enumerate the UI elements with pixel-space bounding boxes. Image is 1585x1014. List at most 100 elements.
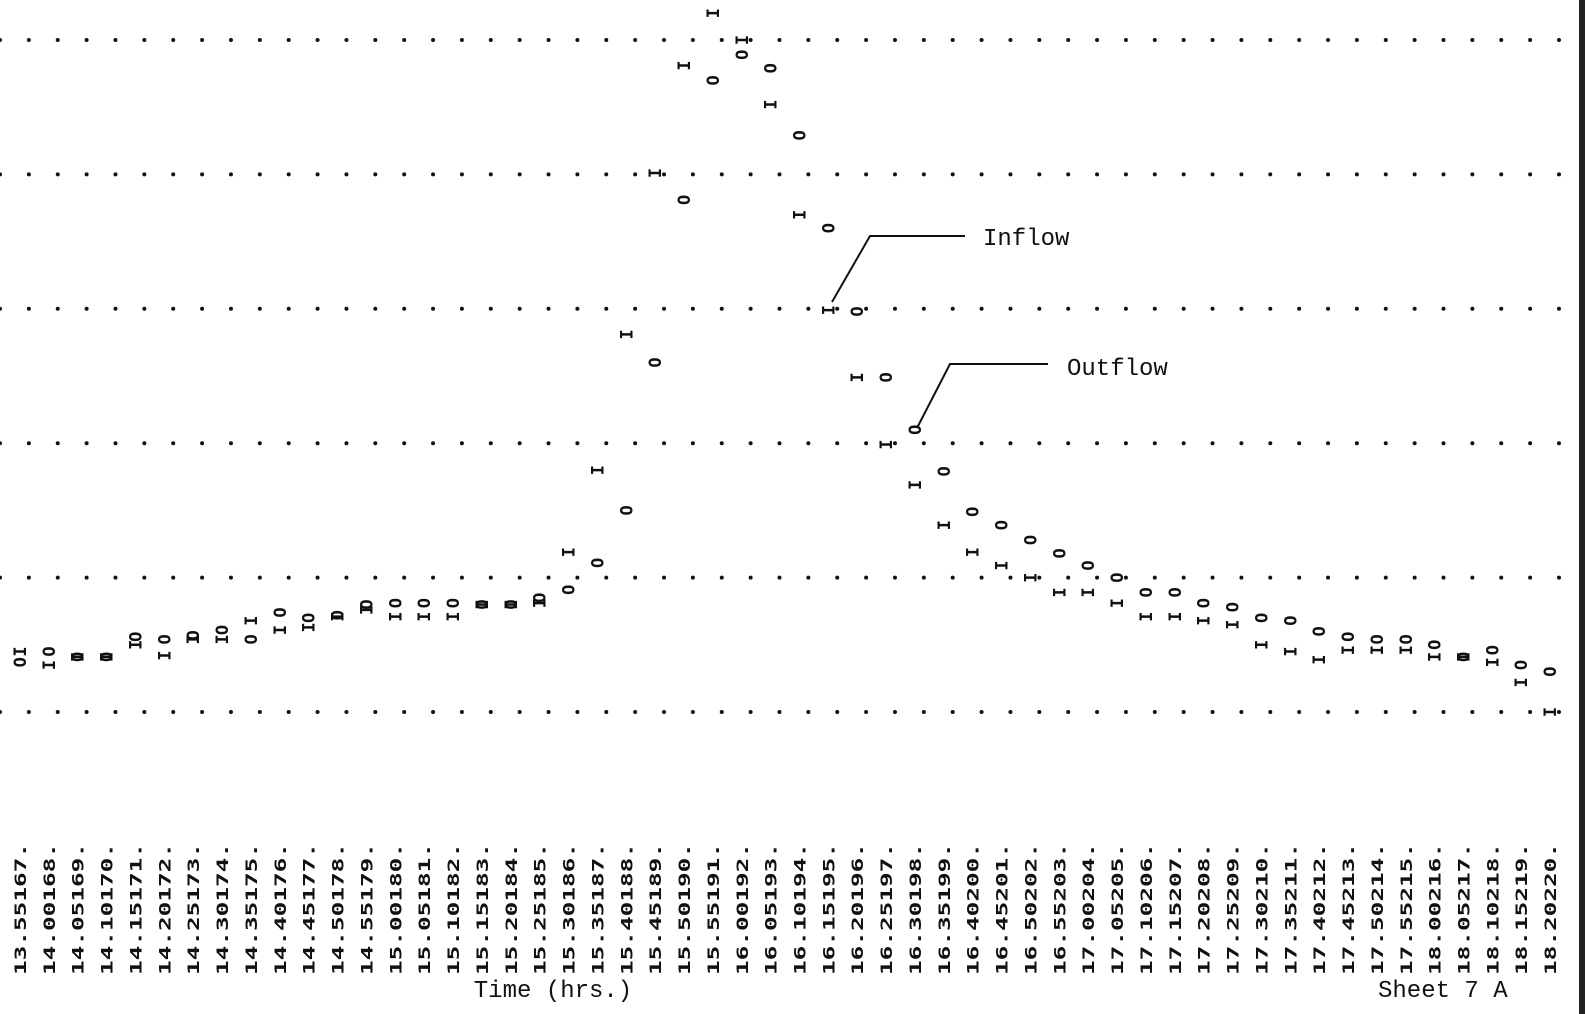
plot-symbol: O [646,357,666,367]
plot-symbol: O [1108,572,1128,582]
plot-symbol: I [819,305,839,315]
callout-line [916,363,1048,429]
x-tick-label: 16.30198. [906,843,925,975]
plot-symbol: O [762,63,782,73]
plot-symbol: O [386,598,406,608]
plot-symbol: I [40,660,60,670]
x-tick-label: 15.55191. [704,843,723,975]
plot-symbol: I [1252,640,1272,650]
x-tick-label: 16.15195. [819,843,838,975]
plot-symbol: O [790,130,810,140]
plot-symbol: O [993,520,1013,530]
x-tick-label: 15.00180. [386,843,405,975]
x-tick-label: 17.25209. [1224,843,1243,975]
plot-symbol: O [531,593,551,603]
plot-symbol: O [704,75,724,85]
plot-symbol: I [877,439,897,449]
plot-symbol: I [1368,645,1388,655]
plot-symbol: O [1426,640,1446,650]
x-tick-label: 18.05217. [1455,843,1474,975]
x-tick-label: 17.10206. [1137,843,1156,975]
x-tick-label: 18.00216. [1426,843,1445,975]
plot-symbol: I [242,615,262,625]
plot-symbol: I [733,35,753,45]
x-tick-label: 17.30210. [1252,843,1271,975]
plot-symbol: I [1050,587,1070,597]
x-tick-label: 14.50178. [329,843,348,975]
plot-symbol: I [993,560,1013,570]
plot-symbol: O [848,306,868,316]
plot-symbol: I [762,99,782,109]
plot-symbol: I [935,520,955,530]
plot-symbol: I [617,329,637,339]
x-tick-label: 15.30186. [560,843,579,975]
x-tick-label: 13.55167. [11,843,30,975]
plot-symbol: I [1195,615,1215,625]
x-tick-label: 16.10194. [790,843,809,975]
plot-symbol: I [213,634,233,644]
plot-symbol: O [1224,602,1244,612]
x-tick-label: 14.35175. [242,843,261,975]
plot-symbol: I [502,599,522,609]
plot-symbol: O [242,634,262,644]
plot-symbol: I [1512,677,1532,687]
plot-symbol: I [300,622,320,632]
plot-symbol: I [329,611,349,621]
plot-symbol: I [1426,652,1446,662]
scan-edge [1579,0,1585,1014]
plot-symbol: O [1310,626,1330,636]
plot-symbol: I [1281,646,1301,656]
x-tick-label: 16.05193. [762,843,781,975]
x-tick-label: 18.10218. [1483,843,1502,975]
plot-symbol: I [69,652,89,662]
plot-symbol: I [790,210,810,220]
plot-symbol: O [1397,634,1417,644]
x-tick-label: 14.00168. [40,843,59,975]
x-tick-label: 14.15171. [126,843,145,975]
plot-symbol: O [444,598,464,608]
plot-symbol: O [155,634,175,644]
plot-symbol: O [733,50,753,60]
x-tick-label: 16.25197. [877,843,896,975]
x-tick-label: 17.05205. [1108,843,1127,975]
x-tick-label: 15.50190. [675,843,694,975]
x-tick-label: 17.15207. [1166,843,1185,975]
x-tick-label: 16.45201. [993,843,1012,975]
series-label: Inflow [983,226,1070,253]
sheet-label: Sheet 7 A [1378,978,1508,1005]
plot-symbol: O [1368,634,1388,644]
plot-symbol: O [300,613,320,623]
plot-symbol: O [126,632,146,642]
x-tick-label: 14.45177. [300,843,319,975]
plot-symbol: O [98,652,118,662]
plot-symbol: I [415,611,435,621]
plot-symbol: O [935,466,955,476]
plot-symbol: O [588,558,608,568]
x-tick-label: 15.40188. [617,843,636,975]
plot-symbol: I [646,168,666,178]
plot-symbol: O [184,630,204,640]
x-tick-label: 14.20172. [155,843,174,975]
plot-symbol: O [415,598,435,608]
plot-symbol: I [1339,645,1359,655]
plot-symbol: I [126,640,146,650]
plot-symbol: I [964,547,984,557]
x-tick-label: 14.25173. [184,843,203,975]
plot-symbol: O [1195,598,1215,608]
plot-symbol: O [40,646,60,656]
x-tick-label: 15.05181. [415,843,434,975]
plot-symbol: I [675,60,695,70]
callout-line [831,235,965,303]
plot-symbol: I [1224,620,1244,630]
plot-symbol: I [1541,707,1561,717]
plot-symbol: O [1166,587,1186,597]
plot-symbol: O [357,599,377,609]
x-tick-label: 17.40212. [1310,843,1329,975]
plot-symbol: O [1050,548,1070,558]
plot-symbol: I [444,611,464,621]
plot-symbol: O [675,195,695,205]
x-tick-label: 18.20220. [1541,843,1560,975]
x-tick-label: 16.20196. [848,843,867,975]
plot-symbol: O [502,599,522,609]
